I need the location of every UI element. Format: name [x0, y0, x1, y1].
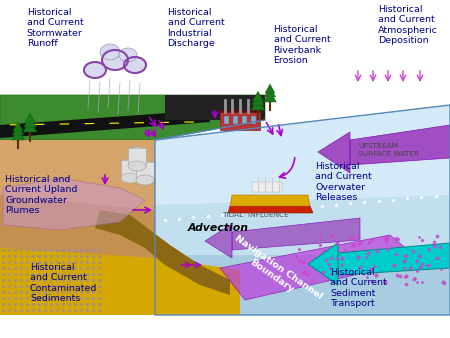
Ellipse shape	[119, 48, 137, 62]
Text: Navigation Channel
Boundary: Navigation Channel Boundary	[227, 234, 324, 310]
Polygon shape	[155, 255, 450, 315]
Polygon shape	[220, 112, 260, 130]
Polygon shape	[13, 122, 23, 131]
Ellipse shape	[121, 159, 139, 169]
Ellipse shape	[136, 161, 154, 171]
Text: Historical
and Current
Contaminated
Sediments: Historical and Current Contaminated Sedi…	[30, 263, 97, 303]
Text: Advection: Advection	[188, 223, 249, 233]
Polygon shape	[23, 120, 37, 132]
Polygon shape	[13, 125, 23, 135]
FancyBboxPatch shape	[252, 182, 282, 192]
Text: Historical and
Current Upland
Groundwater
Plumes: Historical and Current Upland Groundwate…	[5, 175, 77, 215]
Polygon shape	[338, 243, 450, 275]
FancyBboxPatch shape	[242, 116, 247, 124]
Polygon shape	[95, 210, 230, 295]
Polygon shape	[24, 116, 36, 127]
Polygon shape	[155, 105, 450, 315]
Polygon shape	[155, 105, 450, 205]
FancyBboxPatch shape	[121, 160, 139, 178]
Ellipse shape	[124, 57, 146, 73]
Polygon shape	[0, 140, 155, 315]
Polygon shape	[350, 125, 450, 165]
Polygon shape	[252, 94, 264, 105]
Text: Historical
and Current
Industrial
Discharge: Historical and Current Industrial Discha…	[167, 8, 225, 48]
Text: Historical
and Current
Overwater
Releases: Historical and Current Overwater Release…	[315, 162, 372, 202]
Text: Historical
and Current
Sediment
Transport: Historical and Current Sediment Transpor…	[330, 268, 387, 308]
Text: TIDAL  INFLUENCE: TIDAL INFLUENCE	[222, 212, 289, 218]
Text: UPSTREAM
SURFACE WATER: UPSTREAM SURFACE WATER	[358, 144, 419, 156]
Ellipse shape	[136, 175, 154, 185]
FancyBboxPatch shape	[233, 116, 238, 124]
Ellipse shape	[84, 62, 106, 78]
FancyBboxPatch shape	[224, 116, 229, 124]
Polygon shape	[230, 195, 310, 206]
Ellipse shape	[100, 44, 120, 60]
Polygon shape	[265, 87, 275, 97]
Polygon shape	[12, 129, 24, 140]
Ellipse shape	[128, 161, 146, 171]
Polygon shape	[265, 84, 275, 93]
Polygon shape	[318, 132, 350, 173]
Polygon shape	[252, 91, 263, 101]
Ellipse shape	[102, 50, 128, 70]
Polygon shape	[165, 95, 265, 120]
Polygon shape	[0, 95, 265, 140]
Polygon shape	[205, 224, 232, 258]
Polygon shape	[251, 98, 265, 110]
Polygon shape	[0, 195, 155, 315]
FancyBboxPatch shape	[128, 148, 146, 166]
Ellipse shape	[128, 147, 146, 157]
Polygon shape	[218, 110, 262, 112]
Text: Historical
and Current
Stormwater
Runoff: Historical and Current Stormwater Runoff	[27, 8, 83, 48]
Polygon shape	[0, 248, 240, 315]
Text: Historical
and Current
Atmospheric
Deposition: Historical and Current Atmospheric Depos…	[378, 5, 438, 45]
FancyBboxPatch shape	[251, 116, 256, 124]
Polygon shape	[0, 110, 210, 138]
Polygon shape	[232, 218, 360, 250]
Polygon shape	[3, 178, 145, 230]
Text: Historical
and Current
Riverbank
Erosion: Historical and Current Riverbank Erosion	[274, 25, 330, 65]
Polygon shape	[264, 91, 276, 102]
Polygon shape	[220, 235, 420, 300]
Ellipse shape	[121, 173, 139, 183]
Polygon shape	[228, 206, 313, 213]
FancyBboxPatch shape	[136, 162, 154, 180]
Polygon shape	[25, 113, 36, 123]
Polygon shape	[308, 243, 338, 285]
